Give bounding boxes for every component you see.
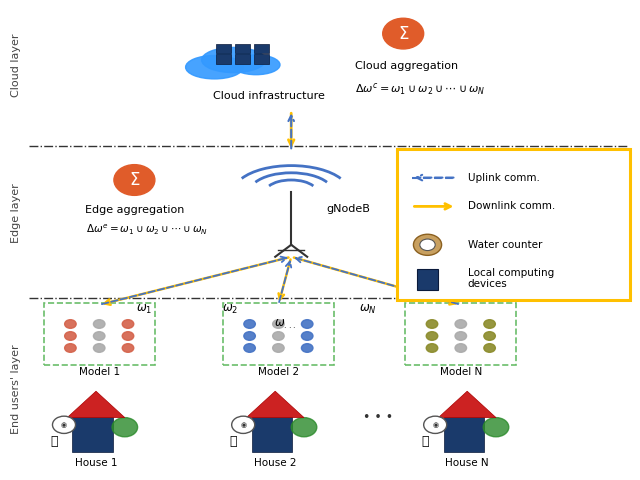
Polygon shape [67, 391, 125, 418]
Text: $\omega_N$: $\omega_N$ [359, 303, 377, 316]
Circle shape [455, 332, 467, 340]
FancyBboxPatch shape [44, 303, 155, 365]
FancyBboxPatch shape [216, 54, 231, 64]
Text: House N: House N [445, 458, 489, 468]
Circle shape [114, 165, 155, 195]
FancyBboxPatch shape [254, 54, 269, 64]
Circle shape [424, 416, 447, 433]
Text: 💧: 💧 [422, 435, 429, 448]
Circle shape [420, 239, 435, 251]
Circle shape [52, 416, 76, 433]
Circle shape [383, 18, 424, 49]
FancyBboxPatch shape [235, 44, 250, 53]
Text: Local computing
devices: Local computing devices [468, 267, 554, 289]
Circle shape [232, 416, 255, 433]
Circle shape [273, 344, 284, 352]
FancyBboxPatch shape [405, 303, 516, 365]
Text: Model N: Model N [440, 367, 482, 377]
Text: $\omega_1$: $\omega_1$ [136, 303, 152, 316]
Circle shape [484, 320, 495, 328]
Circle shape [244, 320, 255, 328]
Text: ◉: ◉ [240, 422, 246, 428]
Text: Model 1: Model 1 [79, 367, 120, 377]
Ellipse shape [232, 55, 280, 75]
Circle shape [244, 344, 255, 352]
Circle shape [484, 344, 495, 352]
Circle shape [455, 320, 467, 328]
Text: Uplink comm.: Uplink comm. [468, 173, 540, 182]
Circle shape [483, 418, 509, 437]
Text: ◉: ◉ [432, 422, 438, 428]
Circle shape [65, 344, 76, 352]
Circle shape [65, 320, 76, 328]
Text: Water counter: Water counter [468, 240, 542, 250]
Circle shape [244, 332, 255, 340]
Circle shape [122, 320, 134, 328]
FancyBboxPatch shape [216, 44, 231, 53]
Polygon shape [438, 391, 496, 418]
Text: ◉: ◉ [61, 422, 67, 428]
Circle shape [122, 344, 134, 352]
Circle shape [301, 344, 313, 352]
Circle shape [273, 332, 284, 340]
Text: $\Delta\omega^c = \omega_1 \cup \omega_2 \cup \cdots \cup \omega_N$: $\Delta\omega^c = \omega_1 \cup \omega_2… [355, 82, 486, 97]
Circle shape [273, 320, 284, 328]
Text: • • •: • • • [362, 411, 393, 424]
Text: $\Sigma$: $\Sigma$ [397, 24, 409, 43]
Circle shape [93, 344, 105, 352]
Circle shape [426, 332, 438, 340]
Text: Edge layer: Edge layer [11, 184, 21, 243]
Text: House 2: House 2 [254, 458, 296, 468]
Text: Cloud layer: Cloud layer [11, 33, 21, 96]
Text: Cloud infrastructure: Cloud infrastructure [213, 91, 324, 101]
Text: Edge aggregation: Edge aggregation [84, 205, 184, 215]
Text: $\Sigma$: $\Sigma$ [129, 171, 140, 189]
Text: Cloud aggregation: Cloud aggregation [355, 61, 458, 72]
Circle shape [426, 344, 438, 352]
Circle shape [413, 234, 442, 255]
FancyBboxPatch shape [72, 417, 113, 452]
FancyBboxPatch shape [397, 149, 630, 300]
Ellipse shape [202, 48, 266, 72]
Circle shape [93, 332, 105, 340]
Text: $\omega_{...}$: $\omega_{...}$ [274, 317, 296, 331]
Circle shape [65, 332, 76, 340]
Text: Downlink comm.: Downlink comm. [468, 202, 555, 211]
Circle shape [291, 418, 317, 437]
Circle shape [122, 332, 134, 340]
Circle shape [484, 332, 495, 340]
Circle shape [301, 320, 313, 328]
Text: End users' layer: End users' layer [11, 344, 21, 433]
Text: House 1: House 1 [75, 458, 117, 468]
FancyBboxPatch shape [254, 44, 269, 53]
Text: $\omega_2$: $\omega_2$ [222, 303, 239, 316]
Circle shape [455, 344, 467, 352]
Text: Model 2: Model 2 [258, 367, 299, 377]
FancyBboxPatch shape [223, 303, 334, 365]
Circle shape [301, 332, 313, 340]
Text: $\Delta\omega^e = \omega_1 \cup \omega_2 \cup \cdots \cup \omega_N$: $\Delta\omega^e = \omega_1 \cup \omega_2… [86, 223, 209, 238]
Circle shape [93, 320, 105, 328]
Circle shape [112, 418, 138, 437]
Text: gNodeB: gNodeB [326, 204, 371, 214]
FancyBboxPatch shape [417, 269, 438, 290]
Text: 💧: 💧 [230, 435, 237, 448]
FancyBboxPatch shape [444, 417, 484, 452]
FancyBboxPatch shape [252, 417, 292, 452]
FancyBboxPatch shape [235, 54, 250, 64]
Text: 💧: 💧 [51, 435, 58, 448]
Polygon shape [246, 391, 304, 418]
Ellipse shape [186, 56, 243, 79]
Circle shape [426, 320, 438, 328]
